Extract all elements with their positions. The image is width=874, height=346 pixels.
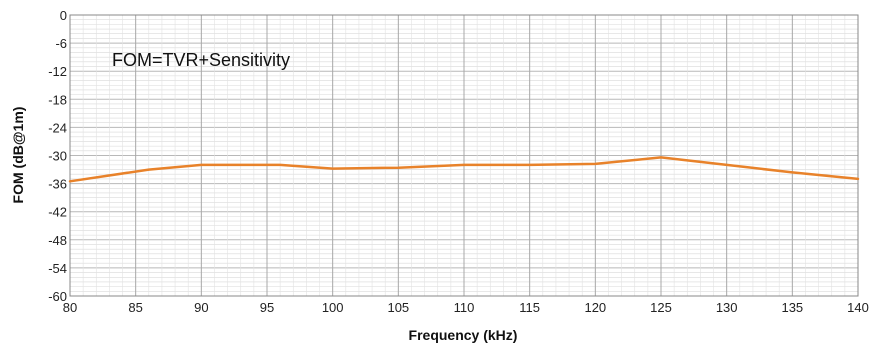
y-tick-label: -18 [48, 92, 67, 107]
plot-frame [69, 14, 859, 297]
x-tick-label: 140 [847, 300, 869, 315]
x-tick-label: 95 [260, 300, 274, 315]
y-tick-label: -6 [55, 36, 67, 51]
y-axis-title: FOM (dB@1m) [10, 107, 26, 204]
y-tick-label: 0 [60, 8, 67, 23]
x-tick-label: 100 [322, 300, 344, 315]
x-tick-label: 110 [454, 300, 475, 315]
y-tick-label: -36 [48, 177, 67, 192]
x-tick-label: 120 [584, 300, 606, 315]
chart-annotation: FOM=TVR+Sensitivity [112, 50, 290, 70]
y-tick-label: -54 [48, 261, 67, 276]
y-tick-label: -24 [48, 120, 67, 135]
x-tick-label: 90 [194, 300, 208, 315]
x-tick-label: 85 [128, 300, 142, 315]
x-tick-labels: 80 85 90 95 100 105 110 115 120 125 130 135 140 [63, 300, 869, 315]
y-tick-label: -60 [48, 289, 67, 304]
y-tick-label: -30 [48, 149, 67, 164]
x-tick-label: 115 [519, 300, 540, 315]
x-tick-label: 135 [781, 300, 803, 315]
y-tick-label: -48 [48, 233, 67, 248]
y-tick-label: -42 [48, 205, 67, 220]
x-axis-title: Frequency (kHz) [409, 327, 518, 343]
series-line-fom [68, 156, 860, 183]
y-tick-label: -12 [48, 64, 67, 79]
x-tick-label: 105 [387, 300, 409, 315]
x-tick-label: 130 [716, 300, 738, 315]
y-tick-labels: 0 -6 -12 -18 -24 -30 -36 -42 -48 -54 -60 [48, 8, 67, 304]
x-tick-label: 80 [63, 300, 77, 315]
x-tick-label: 125 [650, 300, 672, 315]
